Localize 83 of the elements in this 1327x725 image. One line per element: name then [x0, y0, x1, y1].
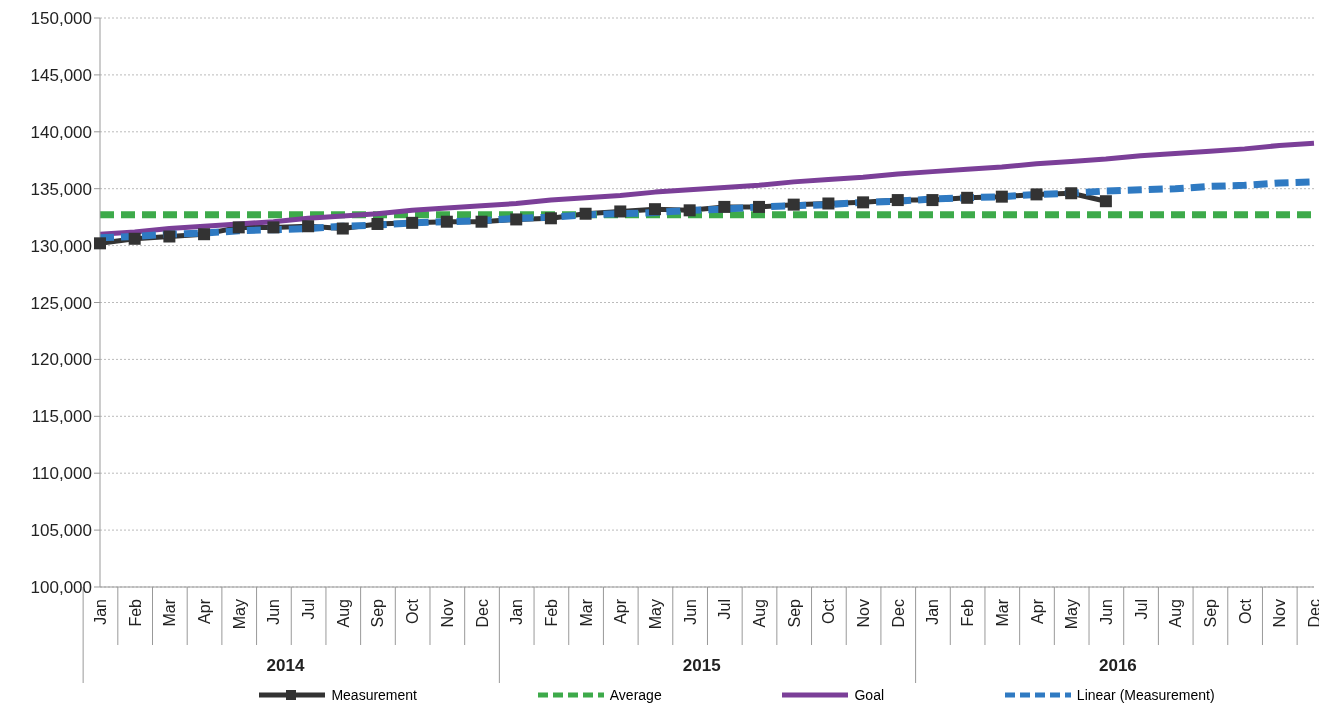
point [544, 212, 557, 225]
point [926, 194, 939, 207]
x-tick-label: Jun [681, 599, 699, 625]
point [232, 221, 245, 234]
x-tick-label: Oct [820, 598, 838, 624]
point [440, 215, 453, 228]
text: 2016 [1099, 656, 1137, 675]
point [1099, 195, 1112, 208]
x-tick-label: Jul [716, 599, 734, 620]
point [336, 222, 349, 235]
y-tick-label: 100,000 [30, 578, 92, 598]
text: 2014 [266, 656, 305, 675]
x-tick-label: Jan [924, 599, 942, 625]
point [822, 197, 835, 210]
point [891, 194, 904, 207]
x-tick-label: Jun [1097, 599, 1115, 625]
x-tick-label: Nov [855, 599, 873, 628]
y-tick-label: 110,000 [31, 464, 92, 484]
text: 2015 [682, 656, 721, 675]
point [995, 190, 1008, 203]
x-tick-label: Feb [542, 598, 560, 627]
y-tick-label: 125,000 [30, 293, 92, 313]
point [267, 221, 280, 234]
x-tick-label: Apr [1028, 598, 1046, 624]
point [787, 198, 800, 211]
y-tick-label: 135,000 [30, 179, 92, 199]
point [648, 203, 661, 216]
x-tick-label: Mar [993, 598, 1011, 627]
x-tick-label: May [1063, 599, 1081, 630]
x-tick-label: Oct [1236, 598, 1254, 624]
point [614, 205, 627, 218]
legend-label: Linear (Measurement) [1076, 687, 1215, 703]
x-tick-label: Sep [369, 598, 387, 628]
x-tick-label: Dec [473, 599, 491, 628]
x-tick-label: Feb [959, 598, 977, 627]
x-tick-label: Jan [92, 599, 109, 625]
legend-label: Average [609, 687, 662, 703]
y-tick-label: 105,000 [30, 521, 92, 541]
point [579, 207, 592, 220]
point [406, 216, 419, 229]
y-tick-label: 150,000 [30, 9, 92, 29]
x-tick-label: Sep [785, 598, 803, 628]
legend-label: Measurement [331, 687, 417, 703]
x-tick-label: Nov [1271, 599, 1289, 628]
y-tick-label: 145,000 [30, 65, 92, 85]
x-tick-label: Oct [404, 598, 422, 624]
point [371, 217, 384, 230]
x-tick-label: Jun [265, 599, 283, 625]
point [510, 213, 523, 226]
x-tick-label: Sep [1201, 598, 1219, 628]
point [94, 237, 106, 250]
x-tick-label: Mar [577, 598, 595, 627]
point [128, 232, 141, 245]
x-tick-label: Apr [196, 598, 214, 624]
point [857, 196, 870, 209]
y-tick-label: 140,000 [30, 122, 92, 142]
point [683, 204, 696, 217]
y-tick-label: 115,000 [31, 407, 92, 427]
x-tick-label: Aug [751, 599, 769, 628]
point [198, 228, 211, 241]
point [1030, 188, 1043, 201]
x-tick-label: Jan [508, 599, 526, 625]
x-tick-label: Mar [161, 598, 179, 627]
y-tick-label: 120,000 [30, 350, 92, 370]
x-tick-label: Jul [300, 599, 318, 620]
x-tick-label: May [230, 599, 248, 630]
legend-label: Goal [854, 687, 885, 703]
x-tick-label: Jul [1132, 599, 1150, 620]
point [718, 200, 731, 213]
y-tick-label: 130,000 [30, 236, 92, 256]
point [302, 220, 315, 233]
x-tick-label: Aug [1167, 599, 1185, 628]
point [163, 230, 176, 243]
x-tick-label: Dec [889, 599, 907, 628]
x-tick-label: Apr [612, 598, 630, 624]
point [1065, 187, 1078, 200]
x-tick-label: Feb [126, 598, 144, 627]
x-tick-label: Nov [438, 599, 456, 628]
x-tick-label: May [646, 599, 664, 630]
point [961, 191, 974, 204]
x-tick-label: Aug [334, 599, 352, 628]
point [475, 215, 488, 228]
point [753, 200, 766, 213]
